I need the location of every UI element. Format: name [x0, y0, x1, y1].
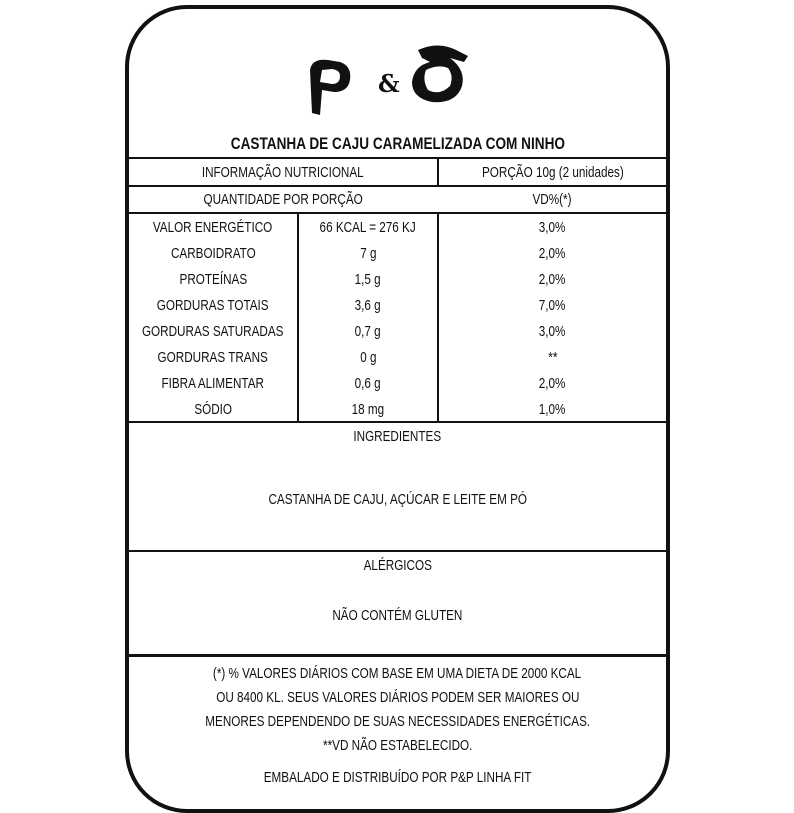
nutrient-vd: 1,0% — [539, 400, 566, 418]
ingredients-text: CASTANHA DE CAJU, AÇÚCAR E LEITE EM PÓ — [268, 490, 527, 508]
nutrient-name: GORDURAS TRANS — [157, 348, 269, 366]
distributor-text: EMBALADO E DISTRIBUÍDO POR P&P LINHA FIT — [263, 768, 532, 786]
divider — [125, 654, 670, 657]
nutrient-name: SÓDIO — [194, 400, 232, 418]
allergens-label: ALÉRGICOS — [363, 556, 432, 574]
vd-header: VD%(*) — [532, 191, 572, 208]
divider — [125, 212, 670, 214]
nutrient-amount: 66 KCAL = 276 KJ — [319, 218, 417, 236]
footnote-line: **VD NÃO ESTABELECIDO. — [322, 736, 473, 754]
svg-text:&: & — [378, 69, 400, 98]
nutrient-name: VALOR ENERGÉTICO — [153, 218, 273, 236]
nutrient-vd: 7,0% — [539, 296, 566, 314]
info-header: INFORMAÇÃO NUTRICIONAL — [202, 163, 364, 181]
divider — [125, 157, 670, 159]
nutrient-vd: 2,0% — [539, 270, 566, 288]
nutrient-vd: 3,0% — [539, 322, 566, 340]
nutrient-name: FIBRA ALIMENTAR — [161, 374, 265, 392]
footnote-line: MENORES DEPENDENDO DE SUAS NECESSIDADES … — [205, 712, 590, 730]
divider — [437, 157, 439, 187]
nutrient-amount: 3,6 g — [354, 296, 382, 314]
footnote-line: OU 8400 KL. SEUS VALORES DIÁRIOS PODEM S… — [215, 688, 580, 706]
nutrient-amount: 0 g — [359, 348, 377, 366]
nutrient-vd: 2,0% — [539, 374, 566, 392]
nutrient-name: PROTEÍNAS — [179, 270, 247, 288]
nutrient-vd: 3,0% — [539, 218, 566, 236]
divider — [125, 550, 670, 552]
nutrient-amount: 0,7 g — [354, 322, 382, 340]
nutrient-name: GORDURAS SATURADAS — [142, 322, 284, 340]
divider — [125, 421, 670, 423]
nutrient-vd: ** — [547, 348, 558, 366]
portion-header: PORÇÃO 10g (2 unidades) — [481, 163, 624, 181]
nutrient-vd: 2,0% — [539, 244, 566, 262]
divider — [437, 212, 439, 423]
nutrient-amount: 18 mg — [351, 400, 385, 418]
allergens-text: NÃO CONTÉM GLUTEN — [332, 606, 463, 624]
nutrient-amount: 7 g — [359, 244, 377, 262]
divider — [125, 185, 670, 187]
divider — [297, 212, 299, 423]
brand-logo: & — [310, 45, 468, 115]
footnote-line: (*) % VALORES DIÁRIOS COM BASE EM UMA DI… — [213, 664, 582, 682]
product-title: CASTANHA DE CAJU CARAMELIZADA COM NINHO — [230, 134, 565, 153]
nutrient-amount: 1,5 g — [354, 270, 382, 288]
nutrient-name: GORDURAS TOTAIS — [157, 296, 269, 314]
quantity-header: QUANTIDADE POR PORÇÃO — [203, 191, 363, 208]
nutrient-amount: 0,6 g — [354, 374, 382, 392]
ingredients-label: INGREDIENTES — [353, 427, 442, 445]
nutrient-name: CARBOIDRATO — [170, 244, 256, 262]
